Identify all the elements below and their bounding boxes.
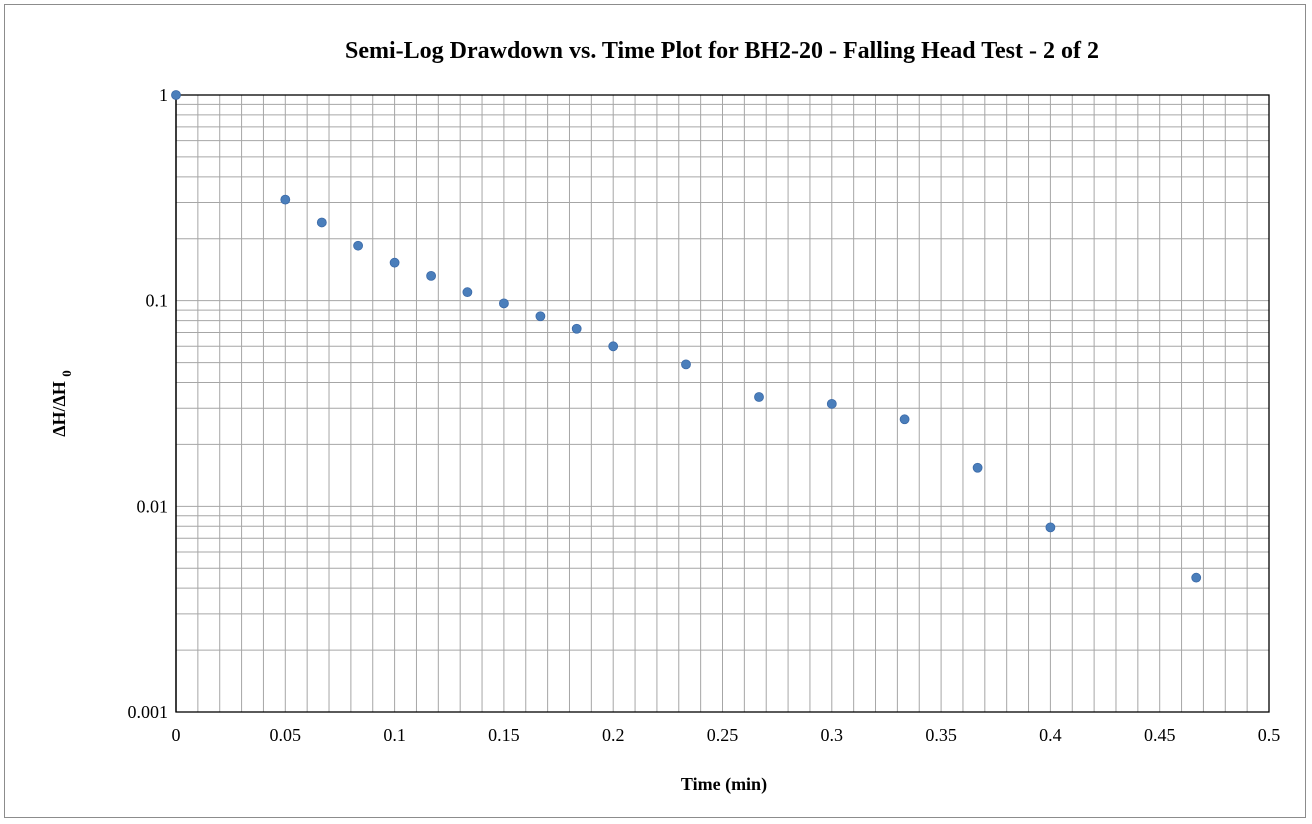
- x-tick-label: 0.4: [1039, 725, 1062, 745]
- y-tick-label: 0.01: [137, 496, 169, 516]
- y-tick-label: 1: [159, 85, 168, 105]
- x-tick-label: 0.1: [383, 725, 406, 745]
- data-point-layer: [171, 90, 1202, 583]
- x-tick-label: 0.45: [1144, 725, 1176, 745]
- y-axis-title-base: ΔH/ΔH: [49, 381, 69, 437]
- y-tick-label: 0.001: [128, 702, 169, 722]
- x-tick-label: 0: [172, 725, 181, 745]
- chart-frame: 0 0.05 0.1 0.15 0.2 0.25 0.3 0.35 0.4 0.45 0.5 1 0.1…: [4, 4, 1306, 818]
- data-point: [498, 298, 509, 309]
- x-tick-label: 0.05: [270, 725, 302, 745]
- x-axis-title: Time (min): [681, 774, 767, 795]
- data-point: [171, 90, 181, 100]
- data-point: [571, 323, 582, 334]
- x-tick-label: 0.15: [488, 725, 520, 745]
- data-point: [972, 462, 983, 473]
- data-point: [462, 287, 473, 298]
- data-point: [899, 414, 910, 425]
- x-tick-label: 0.3: [821, 725, 844, 745]
- data-point: [426, 270, 437, 281]
- tick-label-layer: 0 0.05 0.1 0.15 0.2 0.25 0.3 0.35 0.4 0.45 0.5 1 0.1…: [128, 85, 1281, 745]
- data-point: [826, 398, 837, 409]
- x-tick-label: 0.35: [925, 725, 957, 745]
- plot-area-border: [175, 94, 1270, 713]
- data-point: [353, 240, 363, 251]
- grid-layer: [175, 95, 1269, 712]
- chart-svg: 0 0.05 0.1 0.15 0.2 0.25 0.3 0.35 0.4 0.45 0.5 1 0.1…: [49, 38, 1281, 795]
- data-point: [280, 194, 291, 205]
- data-point: [1045, 522, 1056, 533]
- chart-title: Semi-Log Drawdown vs. Time Plot for BH2-…: [345, 38, 1099, 64]
- data-point: [316, 217, 327, 228]
- x-tick-label: 0.2: [602, 725, 625, 745]
- data-point: [754, 392, 764, 402]
- data-point: [608, 341, 619, 352]
- data-point: [389, 257, 400, 268]
- y-axis-title: ΔH/ΔH 0: [49, 370, 74, 437]
- x-tick-label: 0.5: [1258, 725, 1281, 745]
- y-tick-label: 0.1: [146, 291, 169, 311]
- data-point: [681, 359, 691, 370]
- y-axis-title-subscript: 0: [59, 370, 74, 377]
- data-point: [1191, 572, 1202, 583]
- x-tick-label: 0.25: [707, 725, 739, 745]
- data-point: [535, 311, 546, 322]
